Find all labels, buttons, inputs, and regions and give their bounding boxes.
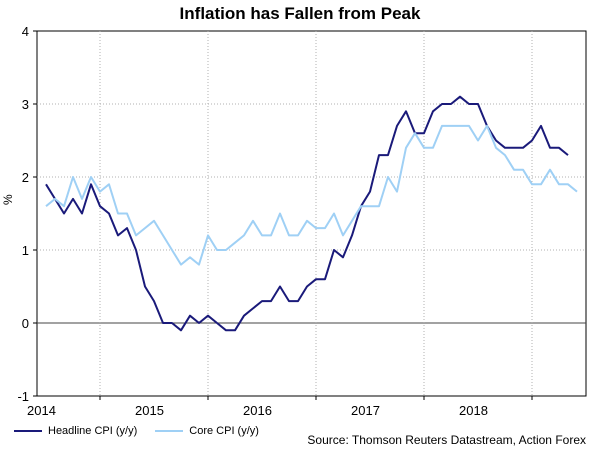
chart-title: Inflation has Fallen from Peak (179, 4, 421, 23)
y-tick-label: 2 (22, 170, 29, 185)
legend: Headline CPI (y/y) Core CPI (y/y) (14, 425, 277, 437)
source-note: Source: Thomson Reuters Datastream, Acti… (307, 433, 586, 447)
legend-item-core: Core CPI (y/y) (155, 425, 259, 437)
plot-border (36, 30, 587, 397)
x-tick-label: 2015 (135, 403, 164, 418)
legend-swatch-headline (14, 430, 42, 432)
y-tick-label: -1 (17, 389, 29, 404)
legend-label-core: Core CPI (y/y) (189, 425, 259, 437)
legend-swatch-core (155, 430, 184, 432)
legend-label-headline: Headline CPI (y/y) (48, 425, 138, 437)
legend-item-headline: Headline CPI (y/y) (14, 425, 137, 437)
x-tick-label: 2014 (27, 403, 56, 418)
x-tick-label: 2017 (351, 403, 380, 418)
y-tick-label: 0 (22, 316, 29, 331)
x-tick-label: 2018 (459, 403, 488, 418)
series-line-headline (45, 95, 569, 332)
y-tick-label: 1 (22, 243, 29, 258)
series-line-core (45, 124, 578, 266)
x-tick-label: 2016 (243, 403, 272, 418)
y-tick-label: 3 (22, 97, 29, 112)
y-tick-label: 4 (22, 24, 29, 39)
